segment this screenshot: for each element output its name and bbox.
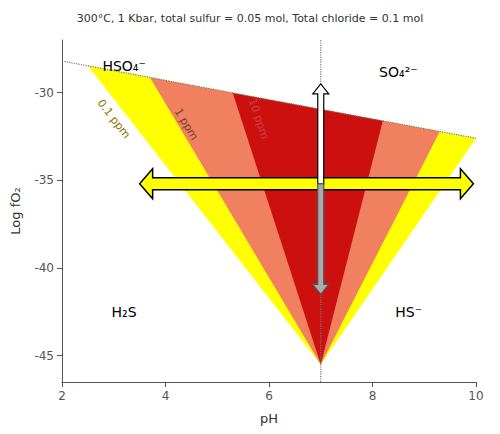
svg-text:pH: pH	[260, 411, 278, 426]
svg-text:300°C, 1 Kbar, total sulfur =: 300°C, 1 Kbar, total sulfur = 0.05 mol, …	[77, 12, 424, 25]
svg-text:-45: -45	[34, 349, 54, 363]
svg-text:-30: -30	[34, 86, 54, 100]
svg-text:HSO₄⁻: HSO₄⁻	[102, 58, 145, 74]
svg-text:-40: -40	[34, 261, 54, 275]
svg-text:Log fO₂: Log fO₂	[8, 187, 23, 234]
svg-text:SO₄²⁻: SO₄²⁻	[379, 64, 418, 80]
svg-text:10 ppm: 10 ppm	[246, 97, 271, 141]
svg-text:1 ppm: 1 ppm	[172, 106, 201, 143]
svg-text:HS⁻: HS⁻	[395, 304, 422, 320]
svg-text:2: 2	[58, 389, 66, 403]
svg-text:4: 4	[162, 389, 170, 403]
svg-text:10: 10	[468, 389, 483, 403]
svg-text:-35: -35	[34, 173, 54, 187]
svg-text:0.1 ppm: 0.1 ppm	[95, 97, 133, 141]
svg-text:6: 6	[265, 389, 273, 403]
svg-text:H₂S: H₂S	[112, 304, 137, 320]
svg-text:8: 8	[369, 389, 377, 403]
